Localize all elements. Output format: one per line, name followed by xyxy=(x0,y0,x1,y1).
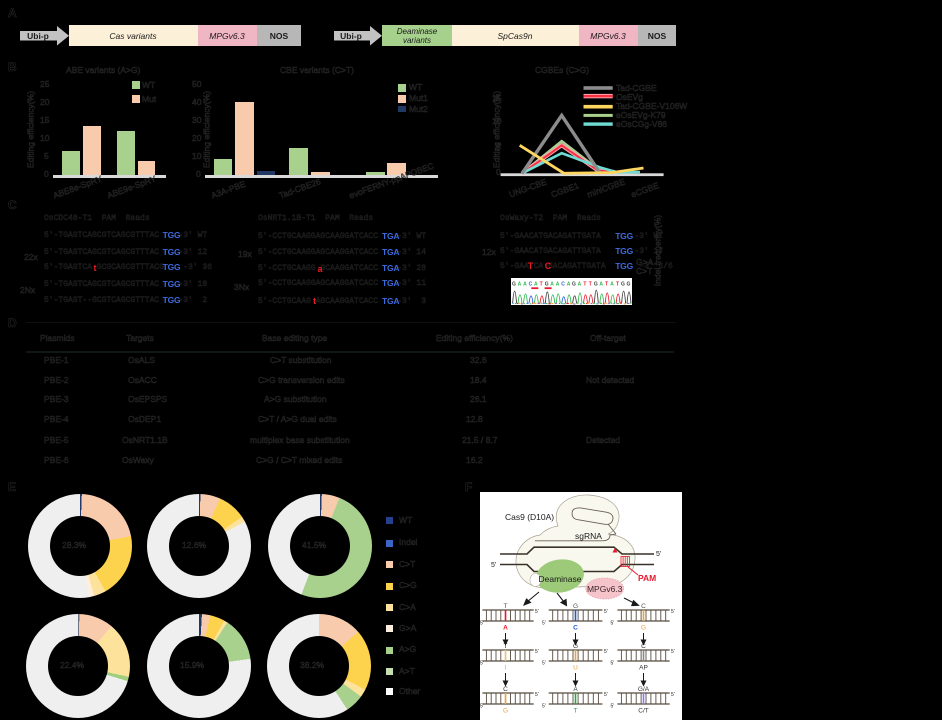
svg-text:Ubi-p: Ubi-p xyxy=(27,31,49,41)
svg-text:5': 5' xyxy=(611,621,615,627)
svg-text:5': 5' xyxy=(480,661,484,667)
svg-text:AP: AP xyxy=(639,665,648,672)
svg-text:I: I xyxy=(505,665,507,672)
svg-text:Deaminase: Deaminase xyxy=(539,574,582,584)
svg-text:A: A xyxy=(550,282,554,288)
svg-text:5': 5' xyxy=(480,621,484,627)
svg-text:G: G xyxy=(573,603,578,610)
svg-text:Deaminase: Deaminase xyxy=(397,27,438,36)
svg-text:T: T xyxy=(504,643,508,650)
svg-text:NOS: NOS xyxy=(648,31,667,41)
svg-text:5': 5' xyxy=(611,704,615,710)
svg-text:U: U xyxy=(573,665,578,672)
svg-text:A: A xyxy=(600,282,604,288)
svg-text:MPGv6.3: MPGv6.3 xyxy=(587,584,623,594)
svg-text:G: G xyxy=(627,282,631,288)
svg-text:G: G xyxy=(512,282,516,288)
svg-text:SpCas9n: SpCas9n xyxy=(498,31,533,41)
svg-text:5': 5' xyxy=(480,704,484,710)
svg-text:variants: variants xyxy=(403,36,431,45)
svg-text:C: C xyxy=(561,282,565,288)
svg-text:C: C xyxy=(641,603,646,610)
svg-text:Cas9 (D10A): Cas9 (D10A) xyxy=(505,512,554,522)
svg-text:5': 5' xyxy=(535,692,539,698)
svg-text:PAM: PAM xyxy=(638,573,656,583)
svg-text:T: T xyxy=(574,708,578,715)
svg-text:G/A: G/A xyxy=(638,686,650,693)
svg-text:sgRNA: sgRNA xyxy=(575,531,602,541)
svg-text:5': 5' xyxy=(604,692,608,698)
svg-text:G: G xyxy=(641,625,646,632)
svg-text:5': 5' xyxy=(656,551,661,558)
svg-text:C: C xyxy=(529,282,533,288)
svg-text:5': 5' xyxy=(604,649,608,655)
svg-text:A: A xyxy=(567,282,571,288)
svg-text:C/T: C/T xyxy=(639,708,650,715)
svg-text:5': 5' xyxy=(671,649,675,655)
svg-text:5': 5' xyxy=(611,661,615,667)
svg-text:Cas variants: Cas variants xyxy=(109,31,157,41)
svg-text:G: G xyxy=(621,282,625,288)
svg-text:Ubi-p: Ubi-p xyxy=(340,31,362,41)
svg-text:A: A xyxy=(578,282,582,288)
svg-text:A: A xyxy=(610,282,614,288)
svg-text:MPGv6.3: MPGv6.3 xyxy=(209,31,245,41)
svg-text:G: G xyxy=(594,282,598,288)
svg-text:T: T xyxy=(540,282,543,288)
svg-text:A: A xyxy=(534,282,538,288)
svg-text:5': 5' xyxy=(535,649,539,655)
svg-text:G: G xyxy=(545,282,549,288)
svg-text:G: G xyxy=(573,643,578,650)
svg-text:5': 5' xyxy=(671,609,675,615)
svg-text:A: A xyxy=(518,282,522,288)
svg-text:C: C xyxy=(641,643,646,650)
svg-text:5': 5' xyxy=(535,609,539,615)
svg-text:C: C xyxy=(503,686,508,693)
svg-text:MPGv6.3: MPGv6.3 xyxy=(590,31,626,41)
svg-text:5': 5' xyxy=(491,562,496,569)
svg-text:T: T xyxy=(584,282,587,288)
svg-text:T: T xyxy=(589,282,592,288)
svg-text:G: G xyxy=(572,282,576,288)
svg-text:5': 5' xyxy=(542,704,546,710)
svg-text:NOS: NOS xyxy=(270,31,289,41)
svg-text:A: A xyxy=(574,686,579,693)
svg-text:5': 5' xyxy=(542,661,546,667)
svg-text:A: A xyxy=(503,625,508,632)
svg-text:T: T xyxy=(504,603,508,610)
svg-text:5': 5' xyxy=(671,692,675,698)
svg-text:A: A xyxy=(556,282,560,288)
svg-text:5': 5' xyxy=(542,621,546,627)
svg-text:A: A xyxy=(523,282,527,288)
svg-text:T: T xyxy=(605,282,608,288)
svg-text:G: G xyxy=(503,708,508,715)
svg-text:C: C xyxy=(573,625,578,632)
svg-text:T: T xyxy=(616,282,619,288)
svg-text:5': 5' xyxy=(604,609,608,615)
